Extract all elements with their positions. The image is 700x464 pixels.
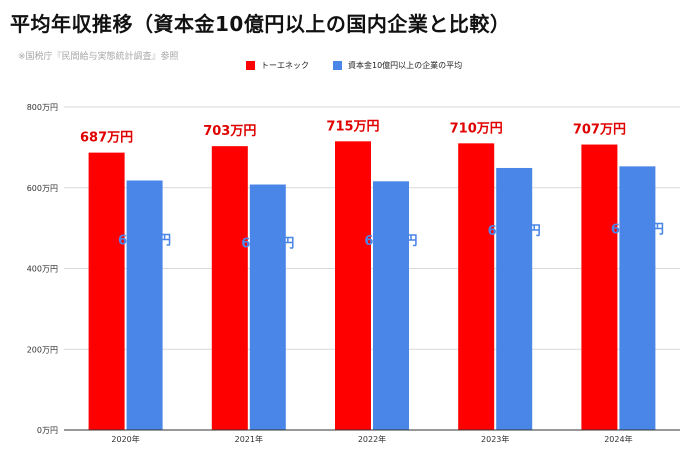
bar-average — [619, 166, 656, 430]
data-label-company: 710万円 — [450, 121, 503, 136]
bar-company — [88, 152, 125, 430]
data-label-average: 618万円 — [118, 233, 171, 248]
y-tick-label: 200万円 — [27, 345, 58, 354]
y-tick-label: 400万円 — [27, 265, 58, 274]
source-note: ※国税庁『民間給与実態統計調査』参照 — [18, 52, 179, 62]
y-tick-label: 800万円 — [27, 103, 58, 112]
legend-label-company: トーエネック — [261, 61, 309, 70]
data-label-average: 653万円 — [611, 223, 664, 238]
x-tick-label: 2020年 — [111, 434, 139, 444]
legend: トーエネック 資本金10億円以上の企業の平均 — [246, 60, 486, 71]
bar-average — [126, 180, 163, 430]
data-label-company: 687万円 — [80, 131, 133, 146]
legend-item-average: 資本金10億円以上の企業の平均 — [333, 60, 462, 71]
x-tick-label: 2023年 — [481, 434, 509, 444]
legend-swatch-company — [246, 61, 255, 70]
data-label-company: 707万円 — [573, 123, 626, 138]
bar-average — [249, 184, 286, 430]
bar-company — [335, 141, 371, 430]
x-tick-label: 2022年 — [358, 434, 386, 444]
x-tick-label: 2024年 — [604, 434, 632, 444]
legend-item-company: トーエネック — [246, 60, 309, 71]
bar-company — [581, 144, 618, 430]
y-tick-label: 600万円 — [27, 184, 58, 193]
legend-swatch-average — [333, 61, 342, 70]
bar-company — [458, 143, 495, 430]
bar-average — [496, 167, 533, 430]
bar-average — [373, 181, 409, 430]
legend-label-average: 資本金10億円以上の企業の平均 — [348, 61, 463, 70]
data-label-average: 608万円 — [241, 236, 294, 251]
data-label-average: 649万円 — [488, 224, 541, 239]
x-tick-label: 2021年 — [235, 434, 263, 444]
chart-title: 平均年収推移（資本金10億円以上の国内企業と比較） — [10, 12, 511, 36]
bar-company — [211, 146, 248, 430]
data-label-company: 715万円 — [326, 119, 379, 134]
y-tick-label: 0万円 — [37, 426, 58, 435]
data-label-average: 616万円 — [364, 234, 417, 249]
data-label-company: 703万円 — [203, 124, 256, 139]
